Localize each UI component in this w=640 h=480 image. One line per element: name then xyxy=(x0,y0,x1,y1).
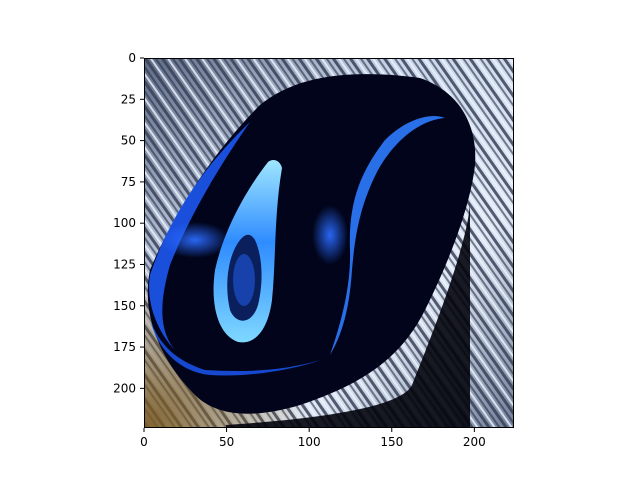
mouse-right-highlight xyxy=(330,116,445,355)
y-tick-label: 200 xyxy=(113,381,136,395)
mouse-photo xyxy=(144,58,514,428)
x-tick-label: 50 xyxy=(219,435,234,449)
y-axis-ticks: 0 25 50 75 100 125 150 175 200 xyxy=(113,51,144,395)
y-tick-label: 150 xyxy=(113,299,136,313)
mouse-shadow xyxy=(226,200,470,428)
y-tick-label: 75 xyxy=(121,175,136,189)
y-tick-label: 0 xyxy=(128,51,136,65)
x-tick-label: 200 xyxy=(463,435,486,449)
mouse-glow-left xyxy=(160,222,230,258)
y-tick-label: 125 xyxy=(113,257,136,271)
y-tick-label: 25 xyxy=(121,92,136,106)
x-tick-label: 150 xyxy=(380,435,403,449)
y-tick-label: 175 xyxy=(113,340,136,354)
y-tick-label: 50 xyxy=(121,134,136,148)
x-tick-label: 100 xyxy=(298,435,321,449)
x-tick-label: 0 xyxy=(140,435,148,449)
x-axis-ticks: 0 50 100 150 200 xyxy=(140,428,486,449)
scroll-wheel xyxy=(233,254,255,306)
y-tick-label: 100 xyxy=(113,216,136,230)
mouse-glow-right xyxy=(312,205,348,265)
axes-frame xyxy=(144,58,514,428)
axes: 0 50 100 150 200 0 25 50 75 100 125 150 175 200 xyxy=(113,51,514,449)
